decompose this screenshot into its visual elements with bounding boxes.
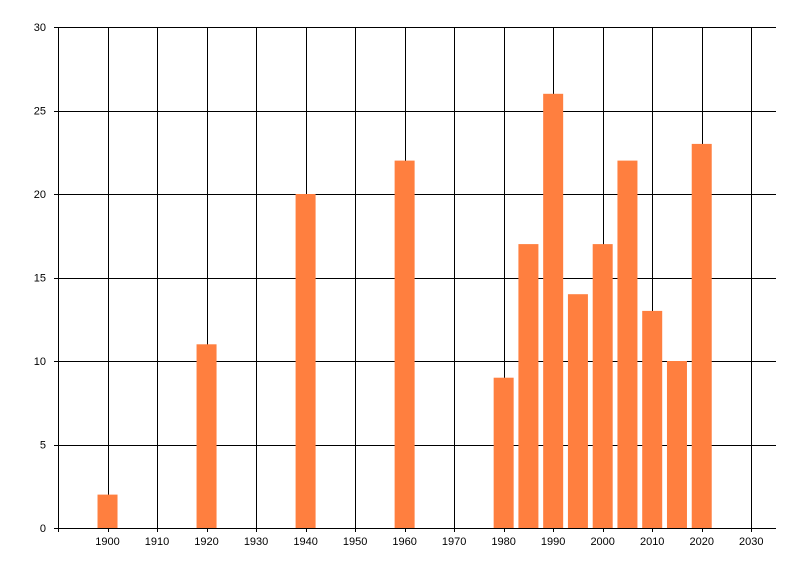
bar (642, 310, 663, 528)
bar (518, 244, 539, 528)
y-tick-label: 10 (34, 356, 46, 368)
bar (493, 377, 514, 528)
x-tick-label: 2030 (739, 536, 763, 548)
bar (666, 361, 687, 528)
x-tick-label: 1900 (95, 536, 119, 548)
x-tick-label: 1910 (145, 536, 169, 548)
y-tick-label: 30 (34, 22, 46, 34)
x-tick-label: 1950 (343, 536, 367, 548)
x-tick-label: 1930 (244, 536, 268, 548)
x-tick-label: 1980 (491, 536, 515, 548)
axes (54, 27, 776, 532)
x-tick-label: 1960 (392, 536, 416, 548)
bar (691, 143, 712, 528)
y-axis-tick-labels: 0 5 10 15 20 25 30 (34, 22, 46, 535)
x-tick-label: 1940 (293, 536, 317, 548)
bar (394, 160, 415, 528)
x-tick-label: 1970 (442, 536, 466, 548)
x-tick-label: 1920 (194, 536, 218, 548)
x-tick-label: 2010 (640, 536, 664, 548)
x-tick-label: 2000 (590, 536, 614, 548)
bar (592, 244, 613, 528)
y-tick-label: 25 (34, 106, 46, 118)
y-tick-label: 0 (40, 523, 46, 535)
x-tick-label: 2020 (689, 536, 713, 548)
bar (567, 294, 588, 528)
y-tick-label: 15 (34, 273, 46, 285)
bar (295, 194, 316, 528)
x-tick-label: 1990 (541, 536, 565, 548)
bar (617, 160, 638, 528)
bar (543, 93, 564, 529)
bar (196, 344, 217, 528)
y-tick-label: 5 (40, 440, 46, 452)
bar (97, 494, 118, 528)
y-tick-label: 20 (34, 189, 46, 201)
x-axis-tick-labels: 1900 1910 1920 1930 1940 1950 1960 1970 1980 1990… (95, 536, 763, 548)
bars (97, 93, 712, 529)
